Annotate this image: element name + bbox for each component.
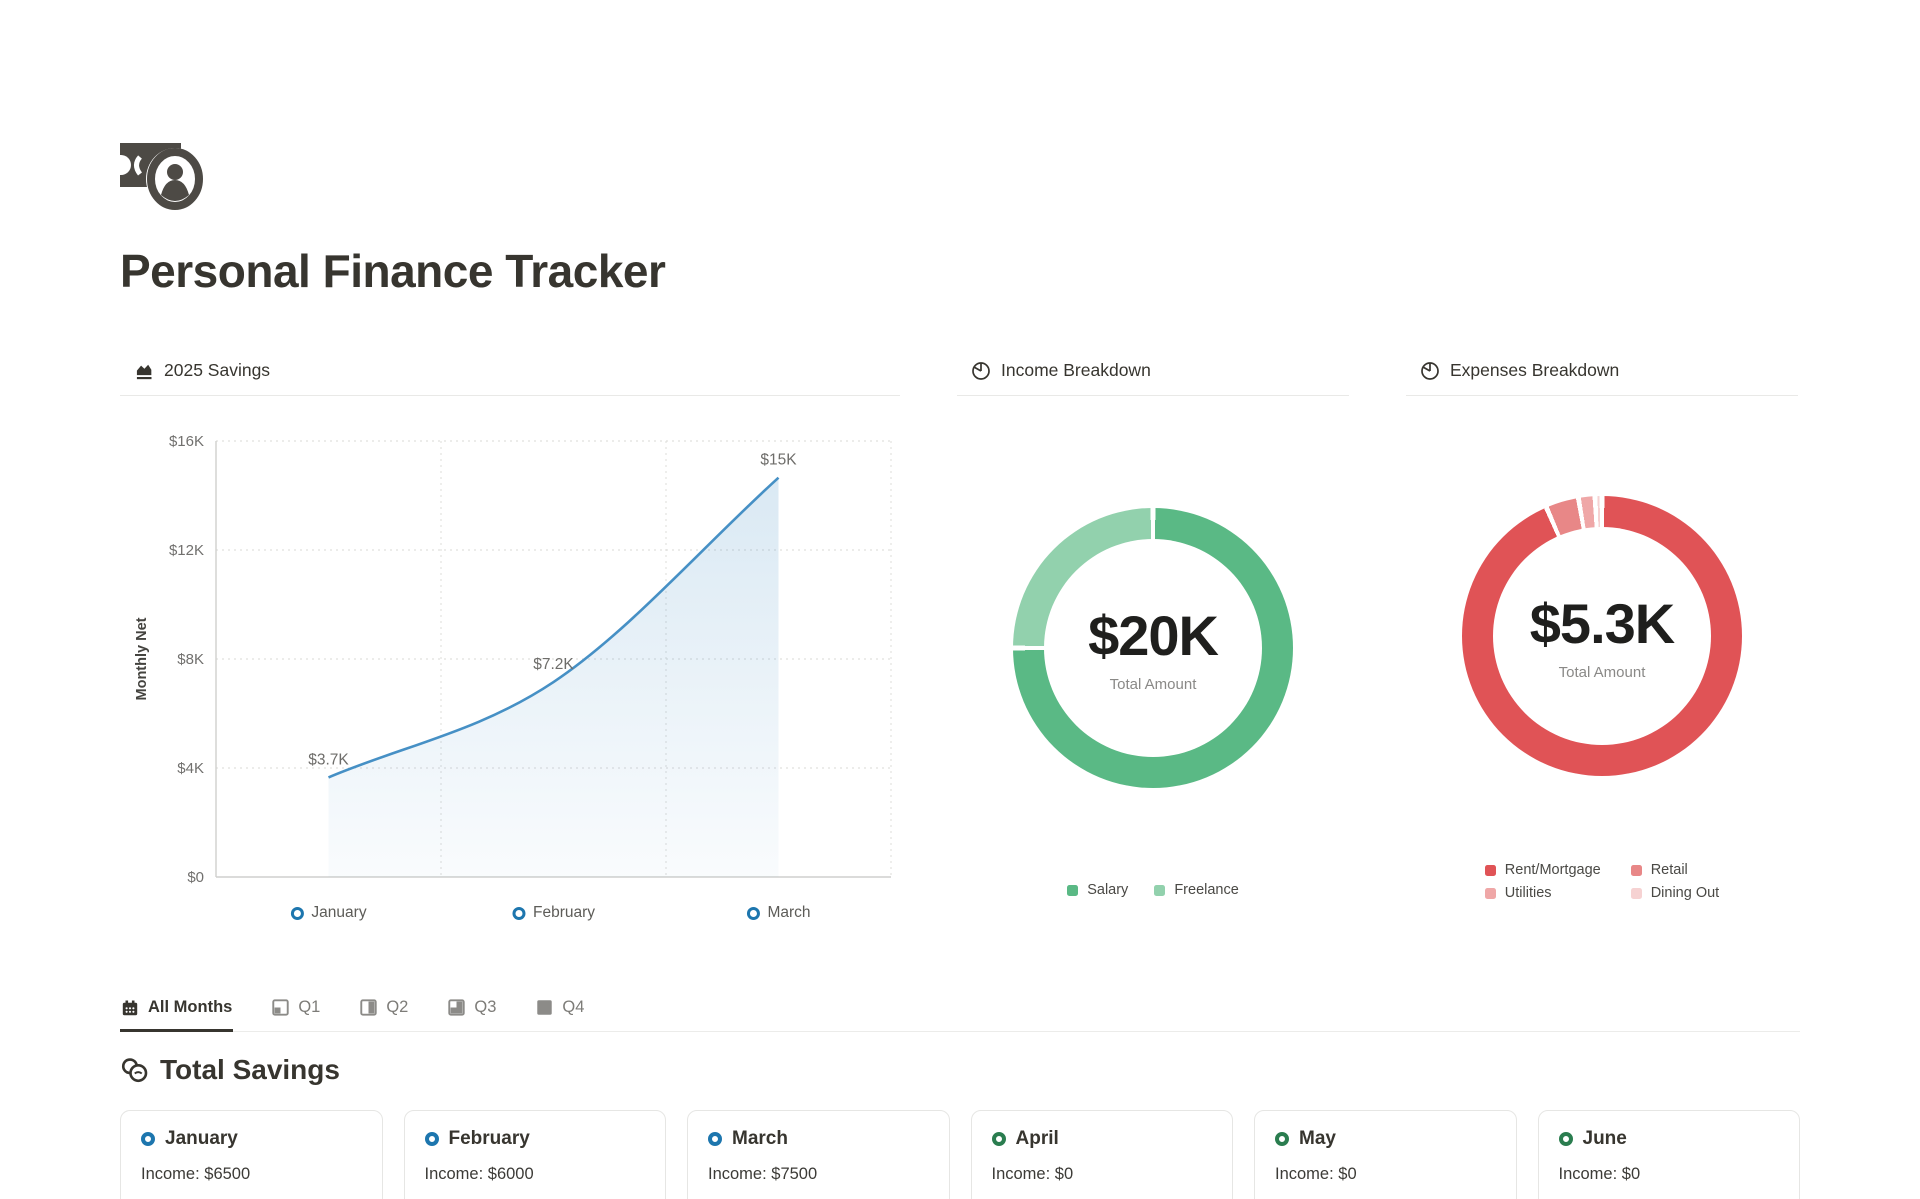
month-card-title: January (141, 1128, 362, 1150)
legend-item-freelance[interactable]: Freelance (1154, 882, 1239, 898)
legend-swatch-icon (1630, 864, 1642, 876)
tab-q2[interactable]: Q2 (359, 992, 409, 1032)
x-axis-label-march: March (746, 904, 811, 922)
page-title: Personal Finance Tracker (120, 245, 666, 297)
total-savings-title: Total Savings (160, 1054, 340, 1085)
legend-item-salary[interactable]: Salary (1067, 882, 1128, 898)
svg-text:$12K: $12K (169, 542, 204, 559)
month-income: Income: $6500 (141, 1165, 251, 1183)
month-marker-icon (141, 1132, 155, 1146)
savings-card-header: 2025 Savings (120, 348, 900, 396)
savings-chart-canvas: $0 $4K $8K $12K $16K $3.7K $7.2K $15K Monthly N… (134, 433, 892, 886)
expenses-card-title: Expenses Breakdown (1450, 360, 1620, 380)
month-marker-icon (1558, 1132, 1573, 1146)
expenses-donut-chart[interactable]: $5.3K Total Amount (1462, 496, 1742, 776)
month-marker-icon (511, 906, 525, 920)
savings-chart-card: 2025 Savings $0 $4K $8K $12K $16K $3.7K $7.2K… (120, 348, 900, 956)
month-marker-icon (746, 906, 760, 920)
expenses-legend: Rent/Mortgage Retail Utilities Dining Out (1484, 862, 1720, 901)
income-card-header: Income Breakdown (957, 348, 1349, 396)
month-marker-icon (1275, 1132, 1289, 1146)
month-income: Income: $6000 (424, 1165, 534, 1183)
month-card-title: February (424, 1128, 646, 1150)
q3-icon (448, 999, 466, 1016)
month-income: Income: $7500 (708, 1165, 818, 1183)
legend-swatch-icon (1484, 887, 1496, 899)
month-marker-icon (424, 1132, 439, 1146)
income-donut-chart[interactable]: $20K Total Amount (1013, 508, 1293, 788)
pie-chart-icon (971, 361, 991, 381)
svg-text:$0: $0 (187, 869, 204, 886)
savings-card-title: 2025 Savings (164, 360, 271, 380)
q2-icon (360, 999, 378, 1016)
calendar-icon (121, 999, 139, 1017)
month-card-title: June (1558, 1128, 1780, 1150)
legend-swatch-icon (1630, 887, 1642, 899)
savings-line-chart[interactable]: $0 $4K $8K $12K $16K $3.7K $7.2K $15K Monthly N… (120, 396, 900, 956)
area-chart-icon (134, 361, 154, 381)
month-card-title: March (708, 1128, 929, 1150)
quarter-tabs: All Months Q1 Q2 Q3 Q4 (120, 992, 1800, 1032)
tab-q4[interactable]: Q4 (535, 992, 585, 1032)
legend-item-dining-out[interactable]: Dining Out (1630, 885, 1719, 901)
legend-swatch-icon (1484, 864, 1496, 876)
income-chart-card: Income Breakdown $20K Total Amount Salar… (957, 348, 1349, 898)
coins-icon (120, 1055, 150, 1085)
month-income: Income: $0 (1275, 1165, 1357, 1183)
svg-text:$7.2K: $7.2K (533, 656, 574, 673)
expenses-total-label: Total Amount (1558, 664, 1646, 681)
month-marker-icon (991, 1132, 1006, 1146)
month-marker-icon (290, 906, 304, 920)
page: Personal Finance Tracker 2025 Savings $0… (0, 136, 1920, 1199)
tab-q1[interactable]: Q1 (271, 992, 321, 1032)
svg-text:$3.7K: $3.7K (308, 751, 349, 768)
svg-text:$8K: $8K (177, 651, 204, 668)
month-income: Income: $0 (1558, 1165, 1641, 1183)
charts-row: 2025 Savings $0 $4K $8K $12K $16K $3.7K $7.2K… (120, 348, 1800, 956)
income-total-label: Total Amount (1109, 676, 1197, 693)
legend-swatch-icon (1154, 884, 1166, 896)
expenses-donut-center: $5.3K Total Amount (1462, 496, 1742, 776)
svg-text:$16K: $16K (169, 433, 204, 450)
income-legend: Salary Freelance (1067, 882, 1239, 898)
svg-text:$15K: $15K (760, 452, 797, 469)
tab-all-months[interactable]: All Months (120, 992, 234, 1032)
legend-item-retail[interactable]: Retail (1630, 862, 1720, 878)
income-donut-center: $20K Total Amount (1013, 508, 1293, 788)
month-card-title: May (1275, 1128, 1496, 1150)
expenses-card-header: Expenses Breakdown (1406, 348, 1798, 396)
money-portrait-icon (111, 136, 208, 210)
month-marker-icon (708, 1132, 722, 1146)
pie-chart-icon (1420, 361, 1440, 381)
svg-text:$4K: $4K (177, 760, 204, 777)
q1-icon (272, 999, 290, 1016)
income-total-value: $20K (1088, 604, 1219, 667)
donut-hole (1044, 539, 1262, 757)
x-axis-label-january: January (290, 904, 367, 922)
expenses-total-value: $5.3K (1529, 592, 1675, 655)
q4-icon (536, 999, 553, 1016)
legend-swatch-icon (1067, 884, 1079, 896)
expenses-chart-card: Expenses Breakdown $5.3K Total Amount Re… (1406, 348, 1798, 901)
month-card-title: April (991, 1128, 1213, 1150)
legend-item-utilities[interactable]: Utilities (1484, 885, 1601, 901)
tab-q3[interactable]: Q3 (447, 992, 497, 1032)
donut-hole (1493, 527, 1711, 745)
income-card-title: Income Breakdown (1001, 360, 1151, 380)
month-income: Income: $0 (991, 1165, 1074, 1183)
x-axis-label-february: February (511, 904, 595, 922)
svg-text:Monthly Net: Monthly Net (134, 617, 150, 700)
legend-item-rent-mortgage[interactable]: Rent/Mortgage (1484, 862, 1601, 878)
total-savings-heading: Total Savings (120, 1054, 1800, 1086)
